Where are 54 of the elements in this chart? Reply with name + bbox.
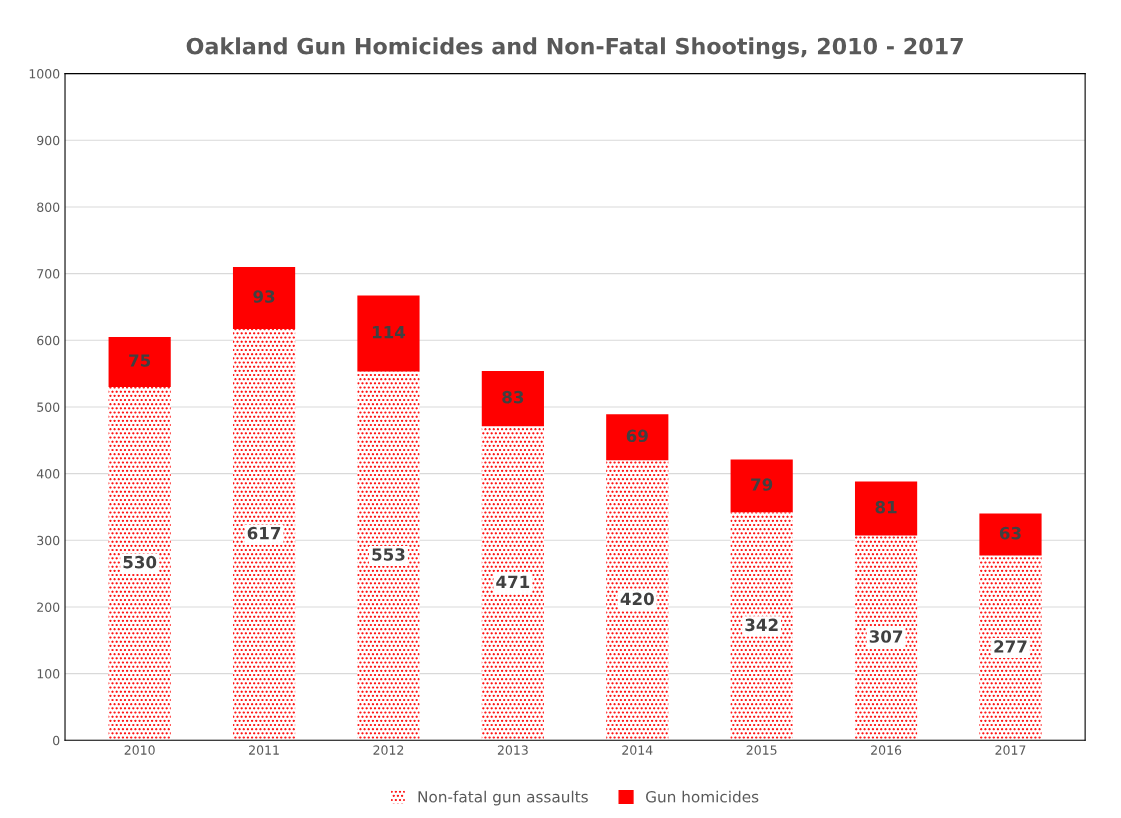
y-tick-label: 400 [36,469,60,479]
bar [357,295,420,372]
y-tick-label: 700 [37,269,60,279]
x-tick-label: 2014 [622,745,653,755]
data-label: 93 [253,290,275,303]
data-label: 471 [496,575,530,588]
bar [357,371,420,741]
y-tick-label: 200 [37,602,60,612]
bar [854,535,918,741]
data-label: 342 [745,618,778,632]
bar [606,414,669,461]
x-tick-label: 2016 [871,745,902,755]
x-tick-label: 2011 [249,745,279,755]
y-tick-label: 1000 [29,69,60,79]
legend-label: Gun homicides [646,790,759,803]
bar [979,513,1042,556]
data-label: 81 [875,500,897,514]
y-tick-label: 300 [37,535,60,546]
data-label: 69 [626,429,648,443]
data-label: 420 [620,592,654,606]
data-label: 79 [751,478,773,491]
data-label: 114 [372,326,406,339]
data-label: 530 [123,555,157,569]
data-label: 75 [129,354,151,367]
y-tick-label: 600 [37,335,60,346]
bar [481,370,544,427]
x-tick-label: 2012 [373,745,404,755]
x-tick-label: 2010 [124,745,155,755]
bar [606,460,669,741]
bar [979,555,1042,741]
x-tick-label: 2015 [746,745,777,755]
bar [481,426,544,741]
y-tick-label: 0 [53,735,60,746]
y-tick-label: 100 [37,669,60,679]
bar [854,481,918,536]
data-label: 83 [502,390,524,404]
x-tick-label: 2017 [995,745,1026,755]
y-tick-label: 500 [37,402,60,412]
bar [232,328,296,741]
data-label: 553 [372,548,405,561]
y-tick-label: 900 [37,135,60,146]
chart-title: Oakland Gun Homicides and Non-Fatal Shootings, 2010 - 2017 [186,37,963,59]
bar [232,266,296,329]
x-tick-label: 2013 [497,745,528,755]
bar [108,386,171,741]
legend-label: Non-fatal gun assaults [418,790,588,806]
data-label: 617 [247,526,281,540]
data-label: 307 [869,630,903,643]
data-label: 63 [999,526,1021,540]
bar [730,512,793,741]
bar [108,336,171,387]
y-tick-label: 800 [37,202,60,212]
bar [730,459,793,513]
data-label: 277 [994,640,1027,653]
